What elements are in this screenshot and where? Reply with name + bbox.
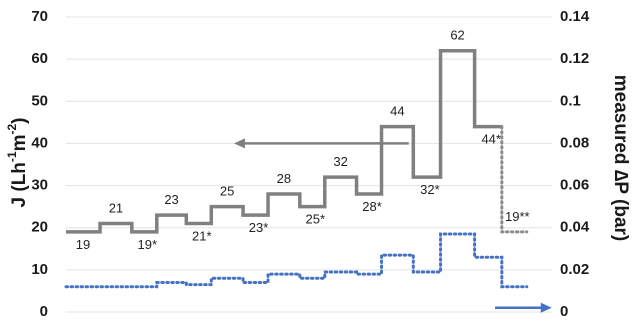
right-tick-label: 0.02 bbox=[560, 261, 589, 278]
left-tick-label: 60 bbox=[31, 50, 48, 67]
data-label: 44* bbox=[481, 132, 501, 147]
left-axis-title: J (Lh-1m-2) bbox=[5, 118, 30, 208]
data-label: 25* bbox=[306, 212, 326, 227]
right-tick-label: 0 bbox=[560, 303, 568, 320]
left-tick-label: 50 bbox=[31, 92, 48, 109]
left-tick-label: 70 bbox=[31, 8, 48, 25]
left-tick-label: 10 bbox=[31, 261, 48, 278]
data-label: 19 bbox=[76, 237, 90, 252]
data-label: 23* bbox=[249, 220, 269, 235]
arrow-right-icon bbox=[540, 302, 552, 313]
data-label: 28* bbox=[362, 199, 382, 214]
data-label: 32* bbox=[420, 182, 440, 197]
data-label: 44 bbox=[390, 104, 404, 119]
right-tick-label: 0.1 bbox=[560, 92, 581, 109]
right-tick-label: 0.06 bbox=[560, 177, 589, 194]
grid-lines bbox=[66, 16, 552, 313]
right-axis-ticks: 0 0.02 0.04 0.06 0.08 0.1 0.12 0.14 bbox=[560, 8, 590, 320]
data-label: 25 bbox=[220, 184, 234, 199]
data-label: 21 bbox=[109, 201, 123, 216]
left-tick-label: 20 bbox=[31, 219, 48, 236]
left-tick-label: 30 bbox=[31, 177, 48, 194]
right-tick-label: 0.08 bbox=[560, 134, 589, 151]
left-tick-label: 0 bbox=[40, 303, 48, 320]
data-label: 32 bbox=[333, 154, 347, 169]
data-label: 19* bbox=[138, 237, 158, 252]
series-line-step-dotted-gray bbox=[500, 125, 529, 234]
data-label: 23 bbox=[164, 192, 178, 207]
left-axis-ticks: 0 10 20 30 40 50 60 70 bbox=[31, 8, 48, 320]
data-labels: 19 21 19* 23 21* 25 23* 28 25* 32 28* 44 32* 62 44* 19*… bbox=[76, 28, 530, 252]
right-tick-label: 0.12 bbox=[560, 50, 589, 67]
right-tick-label: 0.04 bbox=[560, 219, 590, 236]
annotations bbox=[233, 138, 552, 313]
arrow-left-icon bbox=[233, 138, 245, 149]
series-line-step-solid-gray bbox=[66, 48, 502, 234]
data-label: 62 bbox=[450, 28, 464, 43]
right-tick-label: 0.14 bbox=[560, 8, 590, 25]
series-layer bbox=[64, 48, 529, 289]
right-axis-title: measured ∆P (bar) bbox=[610, 75, 631, 242]
left-tick-label: 40 bbox=[31, 134, 48, 151]
data-label: 21* bbox=[192, 229, 212, 244]
data-label: 19** bbox=[505, 209, 530, 224]
data-label: 28 bbox=[277, 171, 291, 186]
series-line-step-dotted-blue bbox=[64, 232, 529, 289]
